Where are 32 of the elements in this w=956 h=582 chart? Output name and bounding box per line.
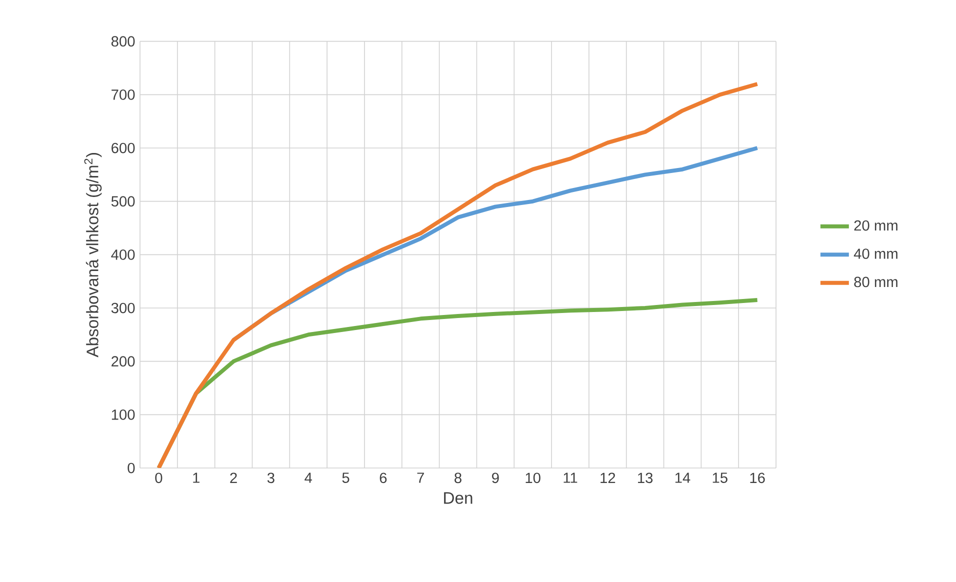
x-tick-label: 8 — [454, 472, 462, 484]
x-tick-label: 7 — [417, 472, 424, 483]
x-tick-label: 16 — [750, 472, 765, 484]
y-tick-label: 500 — [111, 196, 135, 207]
y-tick-label: 600 — [112, 142, 135, 154]
y-tick-label: 400 — [111, 249, 135, 260]
x-tick-label: 14 — [675, 472, 690, 483]
x-tick-label: 3 — [267, 472, 274, 484]
legend-label: 20 mm — [854, 220, 898, 231]
x-tick-label: 0 — [155, 472, 162, 484]
x-tick-label: 1 — [193, 472, 200, 483]
y-tick-label: 700 — [112, 89, 135, 100]
y-tick-label: 0 — [128, 462, 135, 474]
legend-label: 40 mm — [854, 248, 898, 259]
line-series — [156, 82, 760, 468]
y-tick-label: 100 — [112, 409, 135, 420]
y-tick-label: 200 — [112, 356, 135, 367]
x-tick-label: 10 — [526, 472, 540, 484]
x-tick-label: 13 — [638, 472, 653, 484]
y-axis-title: Absorbovaná vlhkost (g/m$^{2}$) — [84, 153, 102, 358]
y-tick-label: 800 — [111, 36, 135, 47]
x-tick-label: 2 — [230, 472, 237, 483]
x-tick-label: 11 — [564, 472, 578, 483]
legend-label: 80 mm — [854, 276, 898, 288]
x-tick-label: 15 — [712, 472, 728, 483]
x-tick-label: 4 — [304, 472, 312, 483]
x-tick-label: 6 — [380, 472, 387, 484]
y-tick-label: 300 — [111, 302, 135, 314]
x-tick-label: 12 — [600, 472, 616, 483]
x-tick-label: 5 — [342, 472, 350, 483]
x-axis-title: Den — [444, 492, 472, 504]
x-tick-label: 9 — [492, 472, 499, 484]
